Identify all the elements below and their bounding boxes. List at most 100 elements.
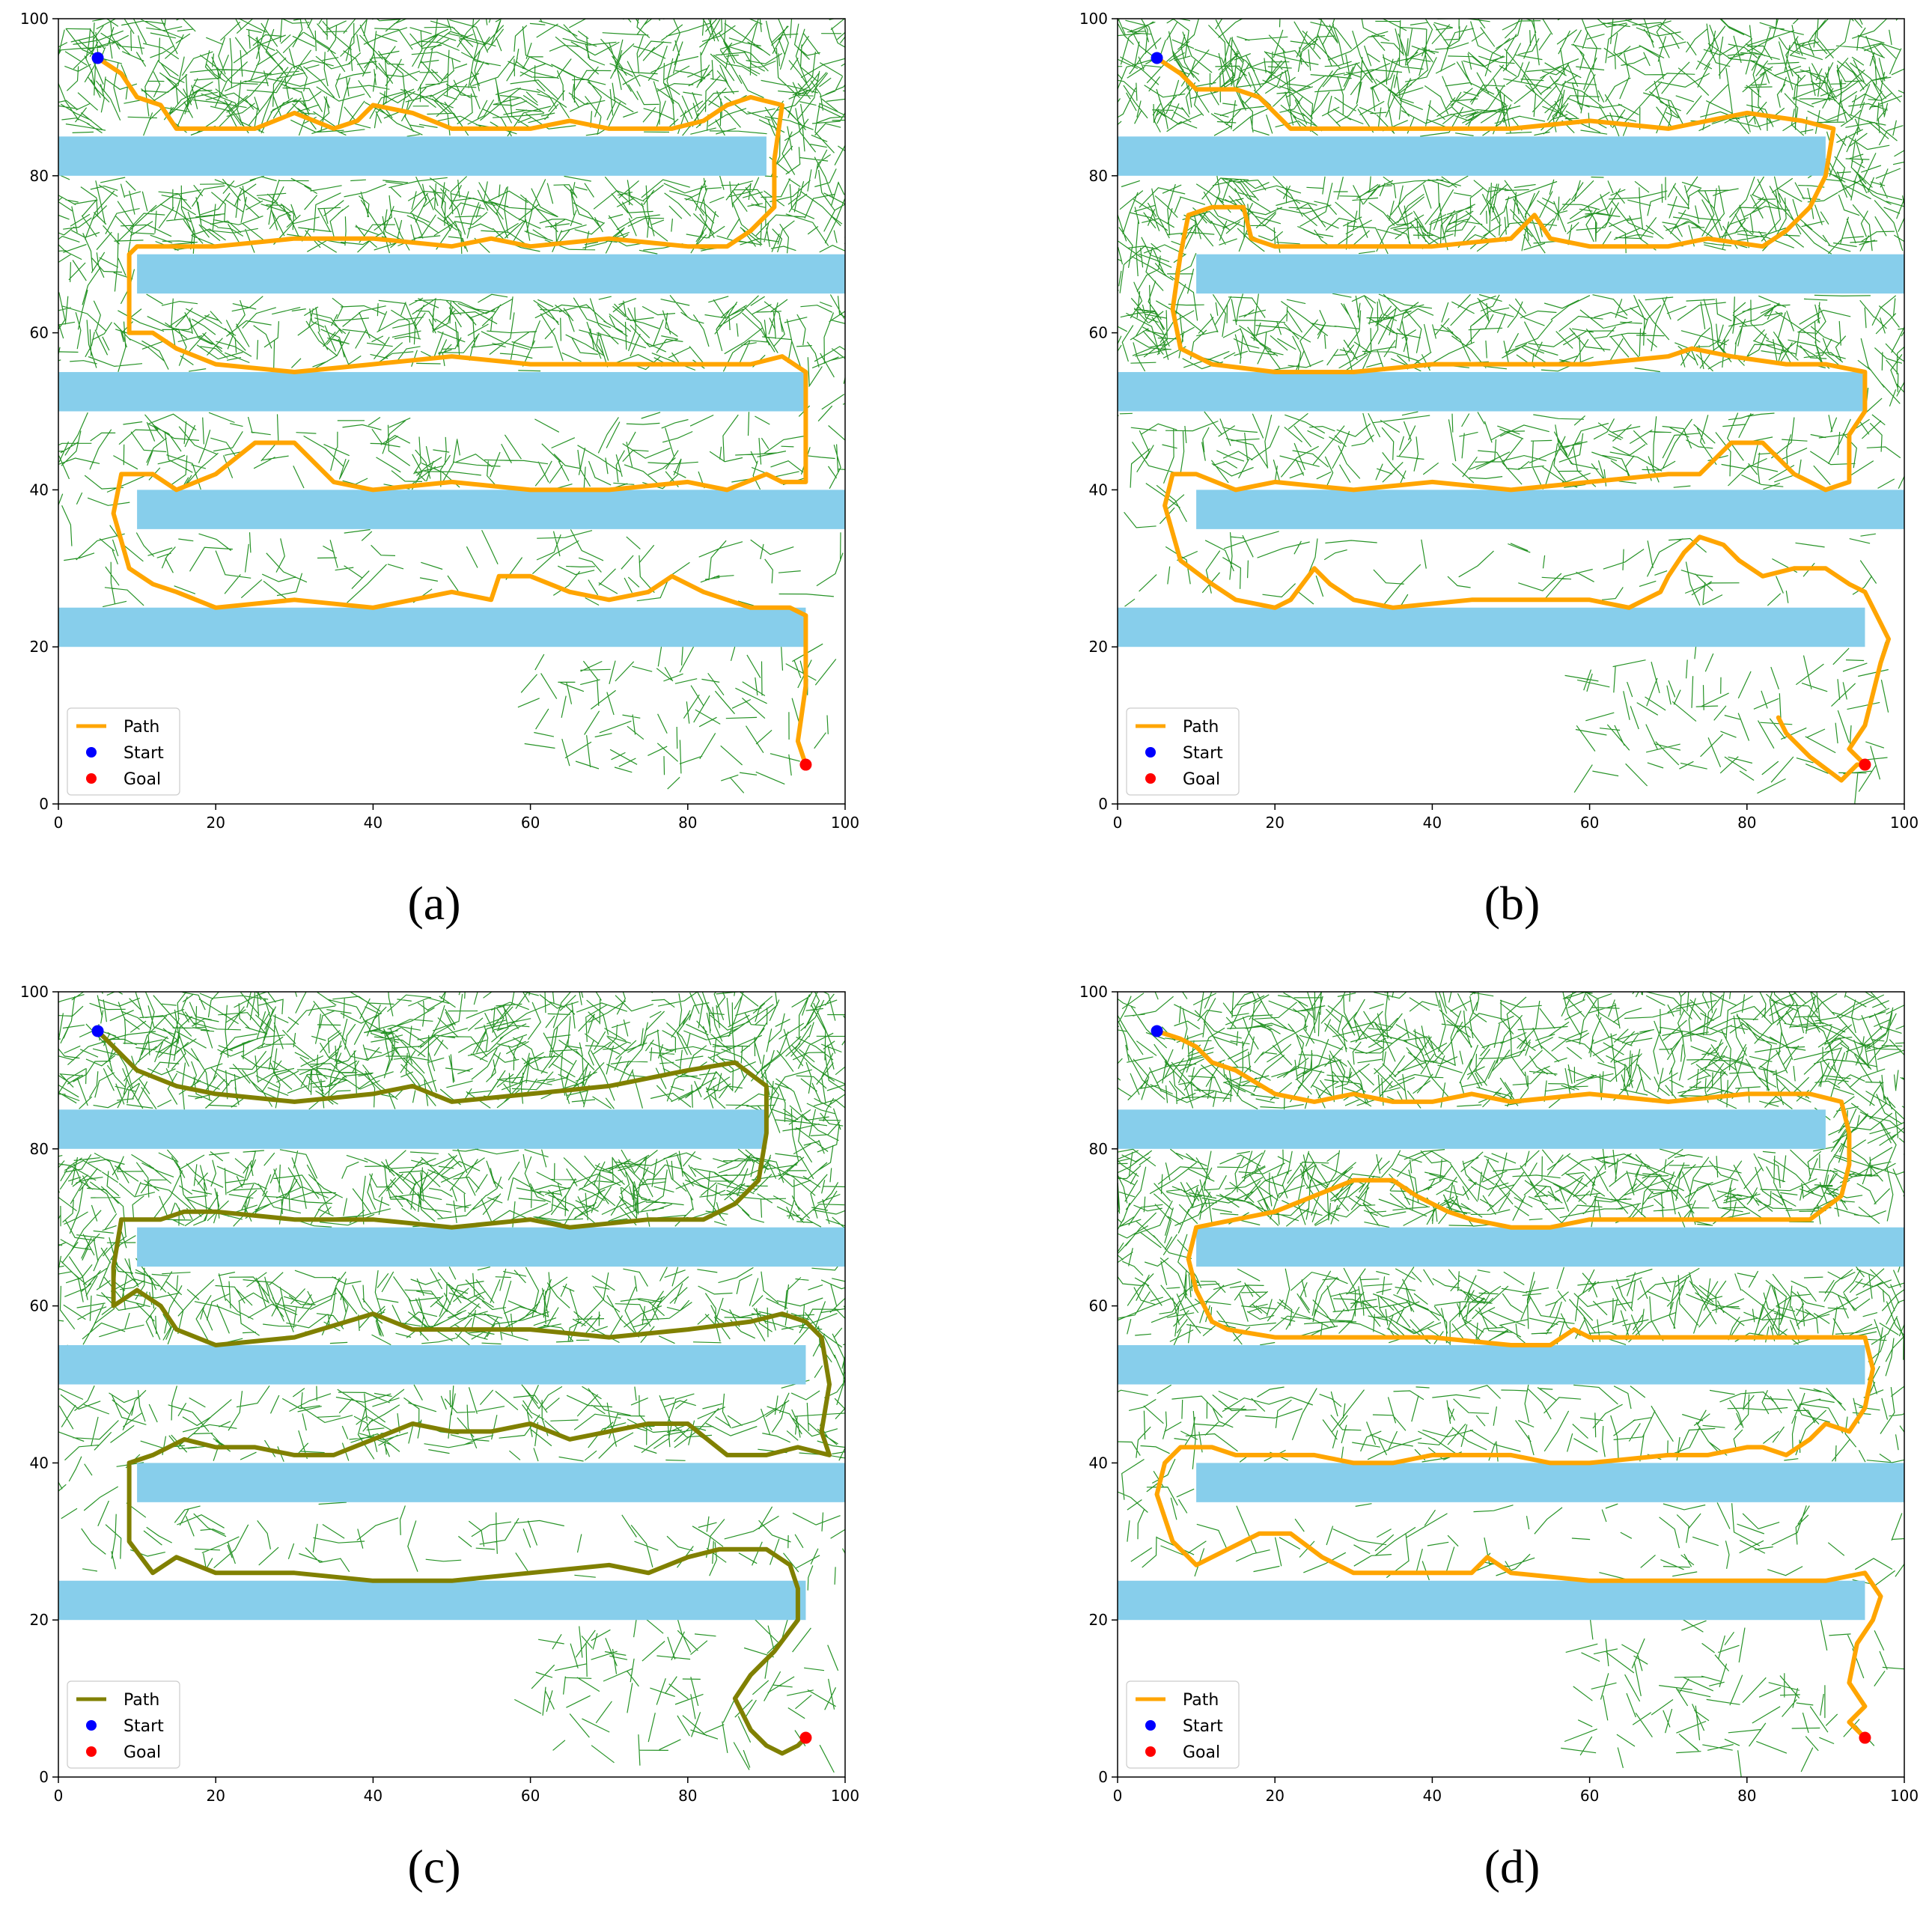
obstacle-2 (1196, 254, 1904, 294)
legend-label-start: Start (124, 1717, 164, 1736)
y-tick-label: 40 (30, 481, 49, 499)
x-tick-label: 80 (678, 1787, 697, 1805)
x-tick-label: 60 (521, 814, 540, 832)
legend-label-goal: Goal (124, 1743, 161, 1762)
x-tick-label: 100 (831, 814, 859, 832)
x-tick-label: 0 (54, 814, 64, 832)
x-tick-label: 100 (831, 1787, 859, 1805)
panel-a: 00 20 20 40 40 60 60 80 80 100 100 Path Start Goal (a) (20, 10, 859, 930)
y-tick-label: 40 (1089, 481, 1108, 499)
rrt-tree (58, 19, 845, 793)
obstacle-2 (1196, 1227, 1904, 1267)
legend-label-goal: Goal (124, 770, 161, 789)
y-tick-label: 0 (39, 1768, 49, 1786)
x-tick-label: 0 (1113, 814, 1123, 832)
goal-marker (799, 758, 812, 771)
path-line (95, 55, 808, 767)
obstacle-1 (1118, 136, 1826, 176)
y-tick-label: 80 (30, 1140, 49, 1158)
axes-frame (1117, 18, 1905, 805)
legend-box (1126, 1680, 1240, 1769)
y-tick-label: 20 (30, 1611, 49, 1629)
legend: Path Start Goal (1126, 707, 1240, 796)
legend-start-swatch (1145, 1720, 1156, 1731)
start-marker (91, 1025, 104, 1037)
obstacle-5 (58, 1580, 806, 1621)
obstacle-3 (1118, 1345, 1865, 1385)
obstacle-5 (1118, 1580, 1865, 1621)
panel-d: 00 20 20 40 40 60 60 80 80 100 100 Path Start Goal (d) (1079, 983, 1919, 1893)
obstacle-5 (58, 607, 806, 647)
tree-edges (58, 19, 845, 793)
obstacle-4 (137, 1463, 845, 1502)
goal-marker (799, 1731, 812, 1744)
x-tick-label: 20 (1265, 1787, 1284, 1805)
y-tick-label: 20 (30, 638, 49, 656)
x-tick-label: 60 (1580, 1787, 1599, 1805)
legend-goal-swatch (86, 773, 97, 784)
x-tick-label: 40 (364, 814, 383, 832)
y-tick-label: 0 (1098, 795, 1108, 813)
goal-marker (1859, 1731, 1871, 1744)
y-tick-label: 100 (1079, 10, 1108, 28)
y-tick-label: 0 (39, 795, 49, 813)
obstacle-1 (58, 136, 767, 176)
legend-goal-swatch (86, 1746, 97, 1757)
y-tick-label: 40 (1089, 1454, 1108, 1472)
x-tick-label: 100 (1890, 814, 1919, 832)
y-tick-label: 60 (30, 324, 49, 342)
legend: Path Start Goal (67, 1680, 180, 1769)
y-tick-label: 20 (1089, 1611, 1108, 1629)
legend-box (1126, 707, 1240, 796)
obstacle-4 (137, 490, 845, 529)
legend-start-swatch (86, 747, 97, 758)
legend-label-goal: Goal (1183, 1743, 1220, 1762)
rrt-tree (1118, 19, 1904, 804)
x-tick-label: 0 (54, 1787, 64, 1805)
y-tick-label: 20 (1089, 638, 1108, 656)
x-tick-label: 100 (1890, 1787, 1919, 1805)
legend-label-path: Path (124, 718, 159, 737)
x-tick-label: 40 (1423, 814, 1442, 832)
legend-start-swatch (86, 1720, 97, 1731)
panel-c: 00 20 20 40 40 60 60 80 80 100 100 Path Start Goal (c) (20, 983, 859, 1893)
x-tick-label: 20 (206, 814, 225, 832)
panel-caption: (b) (1484, 877, 1541, 930)
y-tick-label: 60 (1089, 324, 1108, 342)
x-tick-label: 20 (206, 1787, 225, 1805)
x-tick-label: 60 (1580, 814, 1599, 832)
obstacle-3 (58, 1345, 806, 1385)
axes-frame (58, 991, 846, 1778)
axes-frame (1117, 991, 1905, 1778)
x-tick-label: 60 (521, 1787, 540, 1805)
goal-marker (1859, 758, 1871, 771)
x-tick-label: 40 (364, 1787, 383, 1805)
panel-b: 00 20 20 40 40 60 60 80 80 100 100 Path Start Goal (b) (1079, 10, 1919, 930)
legend-label-goal: Goal (1183, 770, 1220, 789)
plot-area (58, 19, 845, 804)
x-tick-label: 0 (1113, 1787, 1123, 1805)
obstacle-4 (1196, 1463, 1904, 1502)
obstacle-3 (1118, 372, 1865, 412)
start-marker (1151, 52, 1163, 64)
legend-box (67, 1680, 180, 1769)
legend: Path Start Goal (1126, 1680, 1240, 1769)
obstacle-4 (1196, 490, 1904, 529)
x-tick-label: 80 (1737, 814, 1756, 832)
tree-edges (1118, 19, 1904, 804)
legend-label-path: Path (1183, 718, 1219, 737)
x-tick-label: 20 (1265, 814, 1284, 832)
path-line (1154, 55, 1891, 783)
legend: Path Start Goal (67, 707, 180, 796)
path-line (1154, 1028, 1883, 1740)
y-tick-label: 100 (1079, 983, 1108, 1001)
obstacle-1 (1118, 1109, 1826, 1149)
y-tick-label: 80 (30, 167, 49, 185)
legend-label-start: Start (1183, 744, 1223, 763)
panel-caption: (a) (407, 877, 460, 930)
legend-start-swatch (1145, 747, 1156, 758)
y-tick-label: 0 (1098, 1768, 1108, 1786)
y-tick-label: 60 (30, 1297, 49, 1315)
legend-box (67, 707, 180, 796)
